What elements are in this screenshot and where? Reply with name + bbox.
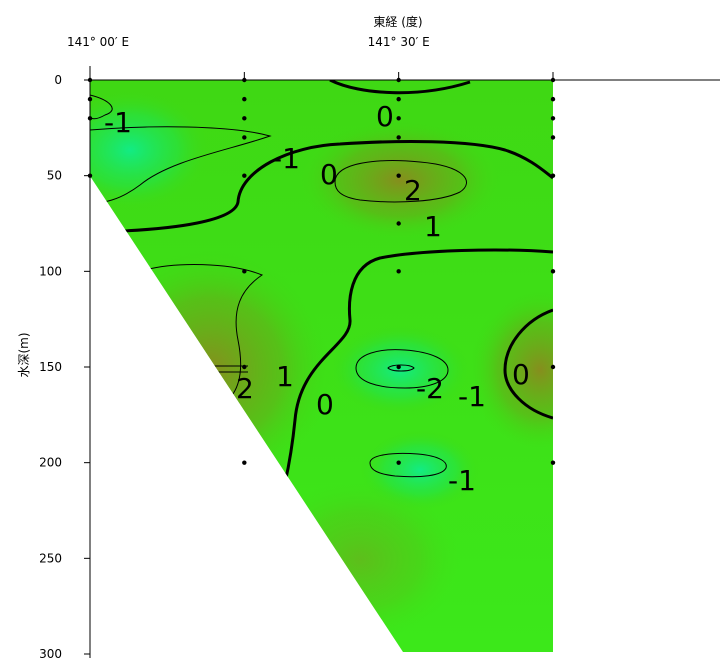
station-sample-point xyxy=(242,96,247,102)
contour-line xyxy=(355,349,449,389)
contour-label: 2 xyxy=(236,372,254,405)
station-sample-point xyxy=(396,221,401,226)
x-axis-title: 東経 (度) xyxy=(373,14,422,29)
contour-label: -1 xyxy=(104,106,132,139)
contour-label: -1 xyxy=(458,380,486,413)
station-sample-point xyxy=(550,269,556,274)
y-tick-label: 200 xyxy=(39,456,62,470)
contour-label: 0 xyxy=(376,100,394,133)
y-tick-label: 150 xyxy=(39,360,62,374)
y-tick-label: 50 xyxy=(47,169,62,183)
station-sample-point xyxy=(396,364,401,370)
contour-line xyxy=(387,364,415,372)
station-sample-point xyxy=(242,173,247,178)
x-tick-label: 141° 00′ E xyxy=(67,35,129,49)
x-ticks: 141° 00′ E 141° 30′ E xyxy=(67,35,554,80)
y-axis-title: 水深(m) xyxy=(17,332,31,377)
contour-label: 0 xyxy=(512,358,530,391)
y-tick-label: 0 xyxy=(54,73,62,87)
station-sample-point xyxy=(550,116,556,121)
contour-line xyxy=(90,94,113,120)
y-tick-label: 100 xyxy=(39,264,62,278)
station-sample-point xyxy=(550,460,556,465)
y-tick-label: 250 xyxy=(39,551,62,565)
station-sample-point xyxy=(396,116,401,121)
station-sample-point xyxy=(550,364,556,370)
station-sample-point xyxy=(242,269,247,274)
station-sample-point xyxy=(396,269,401,274)
contour-label: 1 xyxy=(276,360,294,393)
contour-line-zero xyxy=(503,308,553,420)
station-sample-point xyxy=(242,460,247,465)
station-sample-point xyxy=(396,96,401,102)
station-markers xyxy=(87,77,556,465)
station-sample-point xyxy=(242,364,247,370)
station-sample-point xyxy=(550,135,556,140)
y-tick-label: 300 xyxy=(39,647,62,658)
station-sample-point xyxy=(396,173,401,178)
contour-label: -1 xyxy=(272,142,300,175)
station-sample-point xyxy=(242,135,247,140)
contour-line xyxy=(334,160,467,203)
y-ticks: 0 50 100 150 200 250 300 xyxy=(39,73,90,658)
contour-labels: -1 0 -1 0 2 1 2 1 0 -2 -1 0 -1 xyxy=(104,100,530,497)
x-tick-label: 141° 30′ E xyxy=(368,35,430,49)
station-sample-point xyxy=(550,173,556,178)
contour-line xyxy=(369,452,447,478)
contour-line xyxy=(90,126,272,203)
contour-label: 2 xyxy=(404,174,422,207)
station-sample-point xyxy=(396,460,401,465)
station-sample-point xyxy=(396,135,401,140)
contour-label: 0 xyxy=(316,388,334,421)
contour-label: 1 xyxy=(424,210,442,243)
contour-line-zero xyxy=(329,80,471,95)
station-sample-point xyxy=(550,96,556,102)
contour-label: -2 xyxy=(416,372,444,405)
contour-line-zero xyxy=(94,140,553,234)
station-sample-point xyxy=(242,116,247,121)
contour-label: 0 xyxy=(320,158,338,191)
contour-label: -1 xyxy=(448,464,476,497)
